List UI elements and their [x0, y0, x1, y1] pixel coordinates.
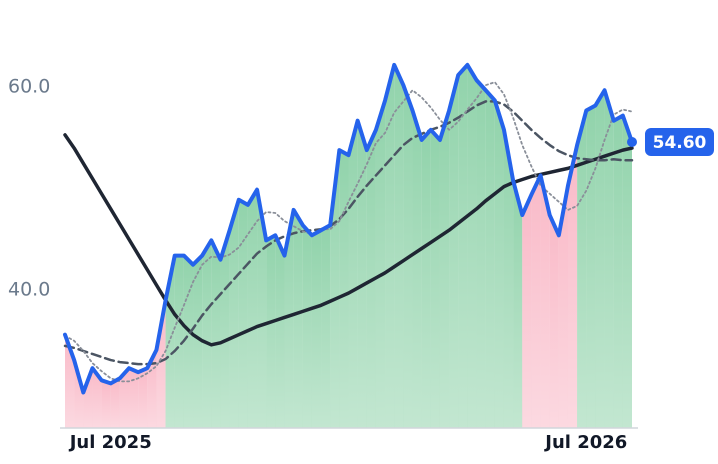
area-fade [421, 129, 431, 429]
area-fade [622, 115, 632, 428]
area-fade [412, 110, 422, 428]
area-fade [266, 235, 276, 428]
area-fade [348, 120, 358, 428]
series-line [63, 62, 634, 395]
area-fade [604, 90, 614, 428]
area-fade [476, 80, 486, 428]
area-fade [439, 110, 450, 428]
area-fade [549, 215, 559, 428]
area-fade [147, 349, 157, 428]
area-fade [183, 255, 194, 428]
area-fade [302, 225, 312, 428]
area-fade [494, 100, 504, 428]
area-fade [202, 240, 212, 428]
area-fade [238, 199, 248, 428]
area-fade [220, 230, 230, 428]
area-fade [430, 129, 440, 429]
area-fade [247, 189, 258, 428]
area-fade [174, 255, 184, 428]
area-fade [522, 194, 532, 428]
area-fade [558, 185, 568, 428]
x-tick-label: Jul 2026 [543, 432, 627, 453]
area-fade [531, 175, 541, 428]
area-fade [375, 100, 386, 428]
area-fade [577, 110, 587, 428]
area-fade [138, 368, 148, 428]
area-fade [503, 129, 514, 429]
y-tick-label: 40.0 [8, 279, 50, 301]
area-fade [513, 180, 523, 428]
series-line [63, 100, 634, 366]
area-fade [92, 368, 102, 428]
area-fade [110, 378, 120, 428]
area-fade [595, 90, 605, 428]
area-fade [449, 75, 459, 429]
area-fade [119, 368, 130, 428]
area-fade [101, 380, 111, 428]
area-fade [193, 255, 203, 428]
area-fade [458, 64, 468, 429]
area-fade [339, 150, 349, 429]
area-fade [485, 90, 495, 428]
area-fade [567, 145, 578, 428]
price-badge [645, 127, 714, 156]
area-fade [293, 209, 303, 428]
series-line [63, 133, 634, 347]
area-fade [129, 368, 139, 428]
area-fade [229, 199, 239, 428]
area-fade [321, 225, 331, 428]
area-fade [540, 175, 550, 428]
area-fade [284, 209, 294, 428]
area-fade [74, 360, 84, 428]
last-point [627, 136, 637, 147]
area-fade [613, 115, 623, 428]
area-fade [156, 300, 166, 428]
area-fade [394, 64, 404, 429]
area-fade [211, 240, 221, 428]
area-fade [311, 230, 322, 428]
x-tick-label: Jul 2025 [68, 432, 152, 453]
area-fade [467, 64, 477, 429]
area-fade [385, 64, 395, 429]
y-tick-label: 60.0 [8, 76, 50, 98]
area-fade [83, 368, 93, 428]
area-fade [275, 235, 285, 428]
price-label: 54.60 [653, 133, 707, 153]
area-fade [357, 120, 367, 428]
area-fade [586, 105, 596, 429]
